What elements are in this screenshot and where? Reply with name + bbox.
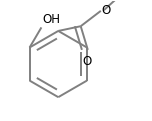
Text: O: O xyxy=(101,4,111,17)
Text: O: O xyxy=(83,55,92,68)
Text: OH: OH xyxy=(42,13,60,26)
